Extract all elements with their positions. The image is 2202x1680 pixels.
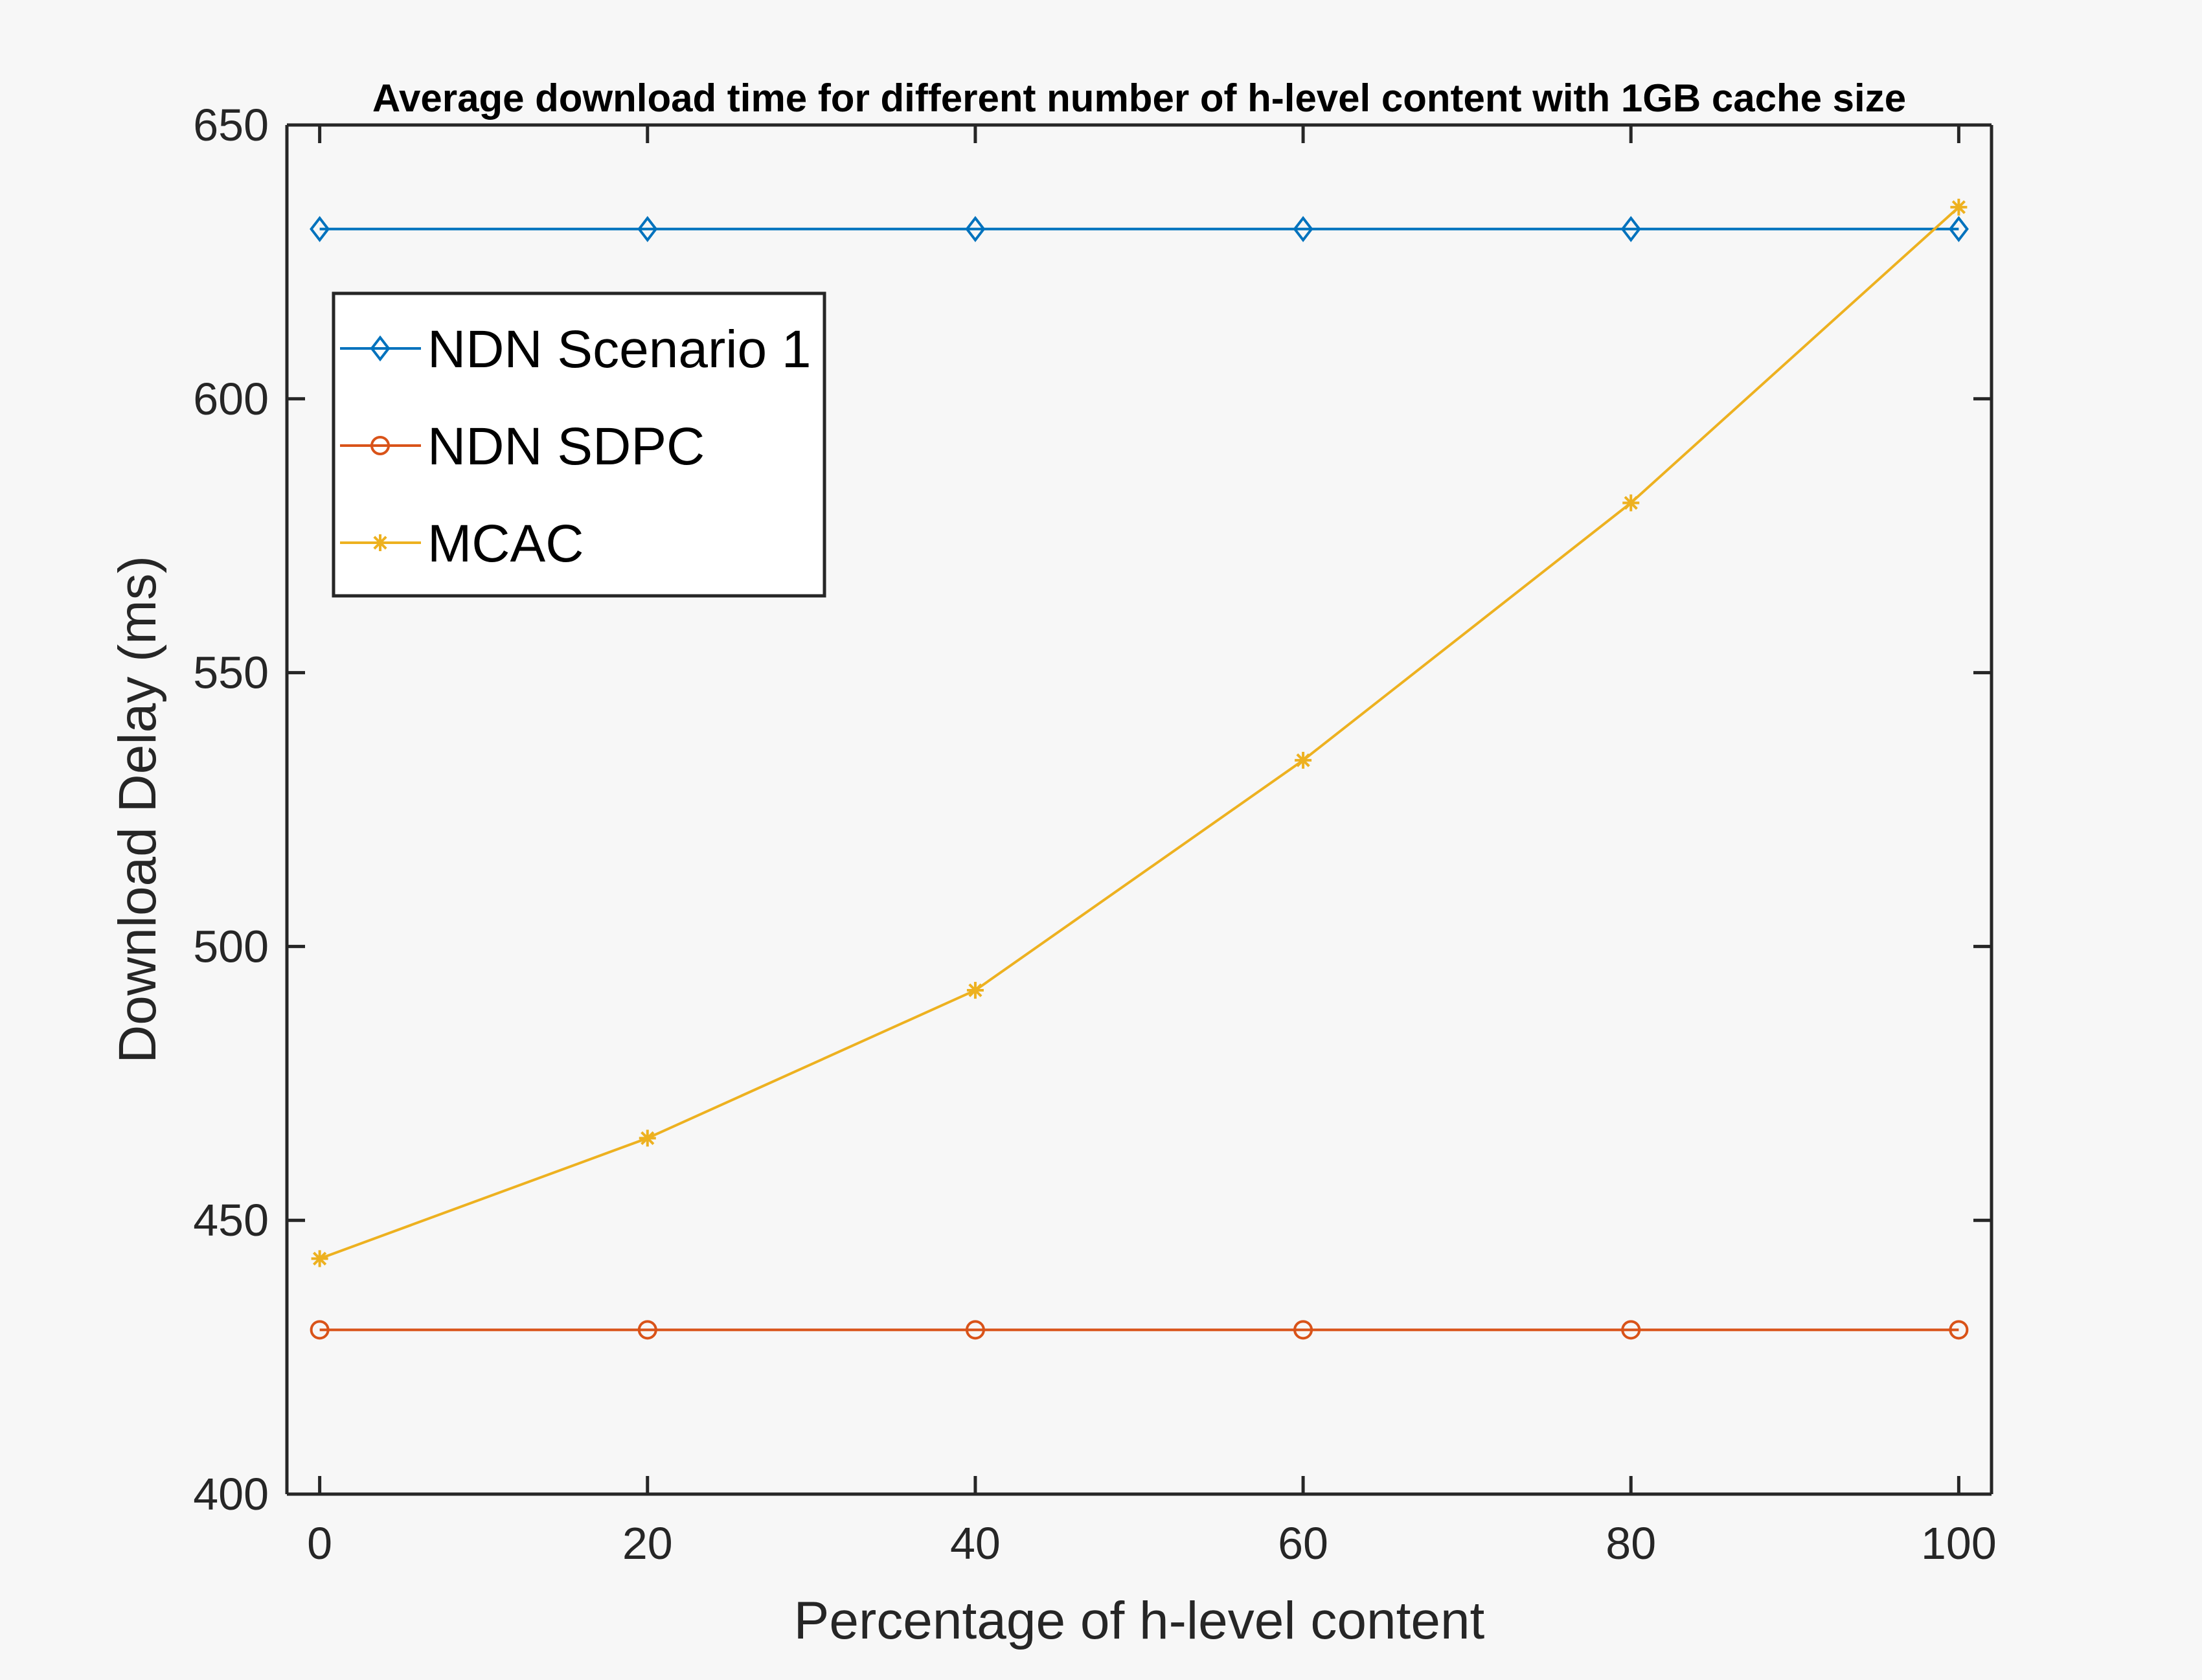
marker-stroke [313, 1251, 327, 1266]
data-point [310, 1320, 330, 1340]
x-axis-label: Percentage of h-level content [794, 1591, 1485, 1650]
x-tick-label: 80 [1606, 1518, 1656, 1569]
x-tick-label: 100 [1921, 1518, 1997, 1569]
data-point [311, 1250, 328, 1267]
series-ndn-sdpc [310, 1320, 1969, 1340]
marker-stroke [641, 1131, 655, 1145]
legend-item: NDN Scenario 1 [340, 320, 811, 379]
data-point [310, 216, 330, 242]
x-tick-label: 20 [622, 1518, 673, 1569]
series-line [319, 206, 1960, 1260]
y-axis-label: Download Delay (ms) [108, 556, 167, 1063]
series-layer [310, 198, 1969, 1340]
data-point [639, 1129, 656, 1147]
y-tick-label: 500 [193, 921, 269, 971]
legend-marker [370, 436, 390, 455]
marker-stroke [968, 983, 982, 997]
data-point [637, 1320, 657, 1340]
y-tick-label: 650 [193, 100, 269, 150]
legend-label: NDN Scenario 1 [427, 320, 811, 379]
legend-label: NDN SDPC [427, 417, 705, 476]
x-tick-label: 40 [950, 1518, 1001, 1569]
series-mcac [311, 198, 1968, 1267]
data-point [1620, 216, 1641, 242]
marker-stroke [1296, 753, 1310, 767]
y-tick-label: 450 [193, 1195, 269, 1245]
series-ndn-scenario-1 [310, 216, 1969, 242]
data-point [1948, 216, 1969, 242]
legend-item: MCAC [340, 514, 584, 573]
data-point [966, 982, 984, 999]
data-point [1293, 216, 1313, 242]
data-point [637, 216, 658, 242]
y-tick-label: 400 [193, 1469, 269, 1519]
y-tick-label: 600 [193, 374, 269, 424]
legend: NDN Scenario 1 NDN SDPC MCAC [332, 291, 826, 598]
data-point [1621, 1320, 1641, 1340]
data-point [965, 1320, 985, 1340]
legend-marker [372, 534, 389, 551]
chart-title: Average download time for different numb… [372, 76, 1906, 120]
data-point [1950, 198, 1968, 216]
legend-marker [370, 335, 391, 362]
legend-label: MCAC [427, 514, 584, 573]
y-tick-label: 550 [193, 648, 269, 698]
marker-stroke [1624, 495, 1638, 510]
legend-item: NDN SDPC [340, 417, 705, 476]
marker-stroke [1951, 200, 1966, 214]
data-point [1622, 494, 1640, 512]
x-tick-label: 0 [307, 1518, 332, 1569]
data-point [965, 216, 986, 242]
data-point [1949, 1320, 1969, 1340]
data-point [1293, 1320, 1313, 1340]
x-tick-label: 60 [1278, 1518, 1328, 1569]
data-point [1295, 751, 1312, 769]
marker-stroke [373, 536, 387, 550]
axes-layer: 0 20 40 60 80 100 400 450 500 550 600 650 [193, 100, 1997, 1569]
